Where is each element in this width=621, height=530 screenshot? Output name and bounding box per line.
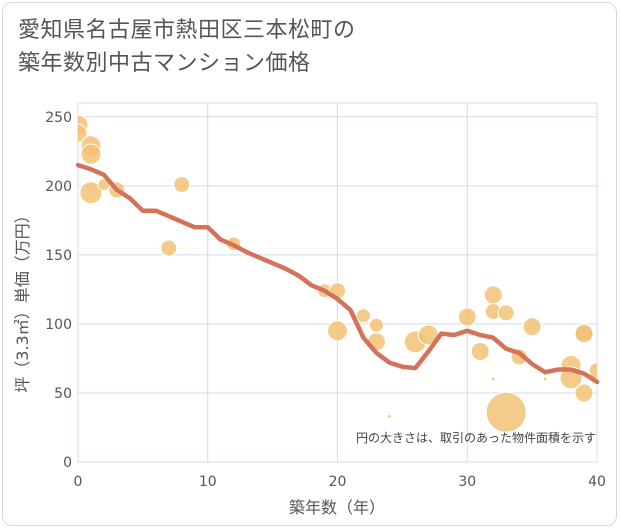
- data-point: [79, 181, 103, 205]
- data-point: [483, 285, 503, 305]
- y-tick-label: 0: [63, 455, 72, 471]
- y-tick-label: 200: [45, 179, 72, 195]
- data-point: [542, 376, 548, 382]
- chart-title-line-1: 愛知県名古屋市熱田区三本松町の: [18, 18, 356, 43]
- data-point: [522, 317, 542, 337]
- chart-card: [2, 2, 617, 526]
- data-point: [485, 391, 527, 433]
- x-tick-label: 30: [458, 474, 476, 490]
- x-tick-label: 40: [588, 474, 606, 490]
- data-point: [574, 383, 594, 403]
- y-tick-label: 100: [45, 317, 72, 333]
- y-axis-title: 坪（3.3㎡）単価（万円）: [13, 207, 32, 392]
- tick-layer: 0 50 100 150 200 250 0 10 20 30 40: [45, 110, 606, 490]
- x-tick-label: 0: [74, 474, 83, 490]
- data-point: [574, 324, 594, 344]
- trend-layer: [75, 162, 600, 385]
- data-point: [457, 307, 477, 327]
- data-point: [160, 239, 178, 257]
- trend-line: [75, 162, 600, 385]
- data-point: [80, 143, 102, 165]
- data-point: [173, 175, 191, 193]
- data-point: [355, 308, 371, 324]
- x-tick-label: 20: [329, 474, 347, 490]
- y-tick-label: 50: [54, 386, 72, 402]
- data-point: [490, 376, 496, 382]
- x-tick-label: 10: [199, 474, 217, 490]
- chart-title: 愛知県名古屋市熱田区三本松町の 築年数別中古マンション価格: [18, 14, 356, 80]
- data-point: [588, 362, 597, 380]
- y-tick-label: 150: [45, 248, 72, 264]
- data-point: [327, 320, 348, 342]
- chart-title-line-2: 築年数別中古マンション価格: [18, 51, 311, 76]
- bubble-size-note: 円の大きさは、取引のあった物件面積を示す: [356, 430, 596, 445]
- y-tick-label: 250: [45, 110, 72, 126]
- x-axis-title: 築年数（年）: [289, 498, 385, 517]
- data-point: [368, 317, 384, 333]
- data-point: [497, 304, 515, 322]
- data-point: [470, 342, 490, 362]
- bubble-layer: [78, 114, 597, 433]
- data-point: [386, 413, 392, 419]
